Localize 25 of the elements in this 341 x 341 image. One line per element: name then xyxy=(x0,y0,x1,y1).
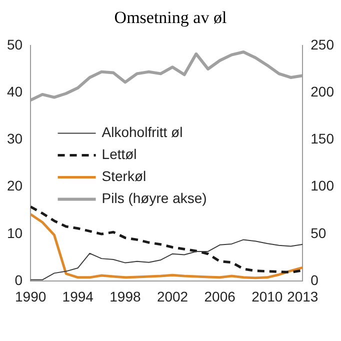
y-tick-label: 0 xyxy=(14,272,23,288)
line-series xyxy=(30,205,303,274)
y2-tick-label: 250 xyxy=(310,36,334,52)
y-tick-label: 50 xyxy=(6,36,23,52)
y-tick-label: 10 xyxy=(6,224,23,241)
x-tick-label: 2006 xyxy=(204,288,236,304)
x-tick-label: 1998 xyxy=(110,288,141,304)
chart-title: Omsetning av øl xyxy=(113,8,228,29)
x-tick-label: 1994 xyxy=(62,288,94,304)
legend-label: Lettøl xyxy=(102,146,137,162)
x-tick-label: 2002 xyxy=(156,288,188,304)
legend-label: Alkoholfritt øl xyxy=(102,124,183,140)
y-tick-label: 20 xyxy=(6,178,23,194)
x-tick-label: 2013 xyxy=(287,288,318,304)
y2-tick-label: 50 xyxy=(310,224,326,241)
y2-tick-label: 100 xyxy=(310,178,334,194)
y2-tick-label: 0 xyxy=(310,272,319,288)
y2-tick-label: 150 xyxy=(310,130,334,147)
legend-label: Pils (høyre akse) xyxy=(102,190,207,206)
legend-label: Sterkøl xyxy=(102,168,146,184)
y-tick-label: 40 xyxy=(6,83,23,100)
x-tick-label: 2010 xyxy=(252,288,283,304)
y-tick-label: 30 xyxy=(6,130,23,147)
y2-tick-label: 200 xyxy=(310,83,334,100)
x-tick-label: 1990 xyxy=(14,288,46,304)
